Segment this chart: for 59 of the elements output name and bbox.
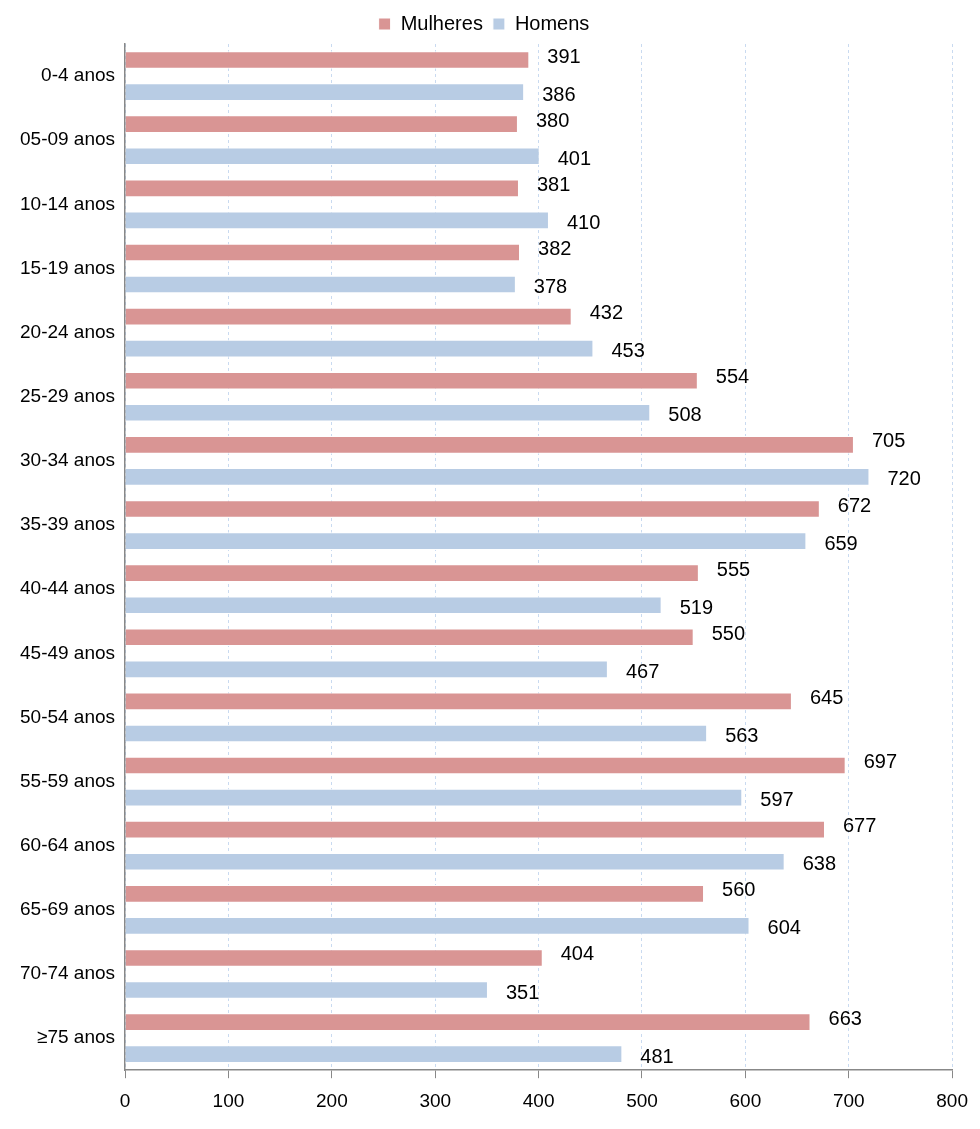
y-tick-label: 15-19 anos [20, 256, 116, 278]
data-label: 645 [809, 685, 844, 708]
y-tick-label: 05-09 anos [20, 128, 116, 150]
data-label: 519 [679, 595, 714, 618]
data-label: 672 [837, 493, 872, 516]
x-tick-label: 800 [936, 1089, 968, 1111]
y-tick-label: 20-24 anos [20, 320, 116, 342]
y-tick-label: 65-69 anos [20, 898, 116, 920]
data-label: 382 [538, 236, 572, 259]
data-label: 481 [640, 1044, 674, 1067]
data-label: 453 [611, 339, 645, 362]
data-label: 705 [871, 429, 906, 452]
y-tick-label: 30-34 anos [20, 449, 116, 471]
y-tick-label: 60-64 anos [20, 833, 116, 855]
y-tick-label: 0-4 anos [41, 64, 116, 86]
y-tick-label: 50-54 anos [20, 705, 116, 727]
y-tick-label: ≥75 anos [37, 1026, 116, 1048]
y-tick-label: 25-29 anos [20, 384, 116, 406]
data-label: 351 [505, 980, 540, 1003]
x-tick-label: 100 [212, 1089, 245, 1111]
data-label: 720 [887, 467, 921, 490]
legend-label: Homens [514, 11, 590, 34]
y-tick-label: 40-44 anos [20, 577, 116, 599]
data-label: 697 [863, 750, 898, 773]
data-label: 381 [536, 172, 571, 195]
data-label: 659 [824, 531, 858, 554]
x-tick-label: 0 [119, 1089, 131, 1111]
data-label: 677 [842, 814, 877, 837]
data-label: 560 [722, 878, 756, 901]
y-tick-label: 70-74 anos [20, 962, 116, 984]
data-label: 555 [716, 557, 751, 580]
data-label: 378 [533, 275, 568, 298]
data-label: 432 [589, 301, 624, 324]
data-label: 401 [557, 146, 592, 169]
data-label: 563 [725, 723, 759, 746]
data-label: 380 [535, 108, 570, 131]
data-label: 638 [802, 852, 837, 875]
legend-label: Mulheres [400, 11, 483, 34]
y-tick-label: 45-49 anos [20, 641, 116, 663]
data-label: 404 [560, 942, 595, 965]
data-label: 391 [547, 44, 581, 67]
data-label: 386 [542, 82, 576, 105]
x-tick-label: 400 [522, 1089, 555, 1111]
x-tick-label: 600 [729, 1089, 762, 1111]
data-label: 597 [760, 788, 794, 811]
data-label: 663 [828, 1006, 862, 1029]
data-label: 410 [566, 210, 601, 233]
data-label: 604 [767, 916, 801, 939]
x-tick-label: 700 [832, 1089, 865, 1111]
y-tick-label: 35-39 anos [20, 513, 116, 535]
data-label: 554 [715, 365, 750, 388]
x-tick-label: 500 [626, 1089, 658, 1111]
x-tick-label: 300 [419, 1089, 452, 1111]
data-label: 550 [711, 621, 746, 644]
data-label: 508 [668, 403, 702, 426]
data-label: 467 [625, 659, 660, 682]
x-tick-label: 200 [315, 1089, 348, 1111]
y-tick-label: 10-14 anos [20, 192, 116, 214]
y-tick-label: 55-59 anos [20, 769, 116, 791]
